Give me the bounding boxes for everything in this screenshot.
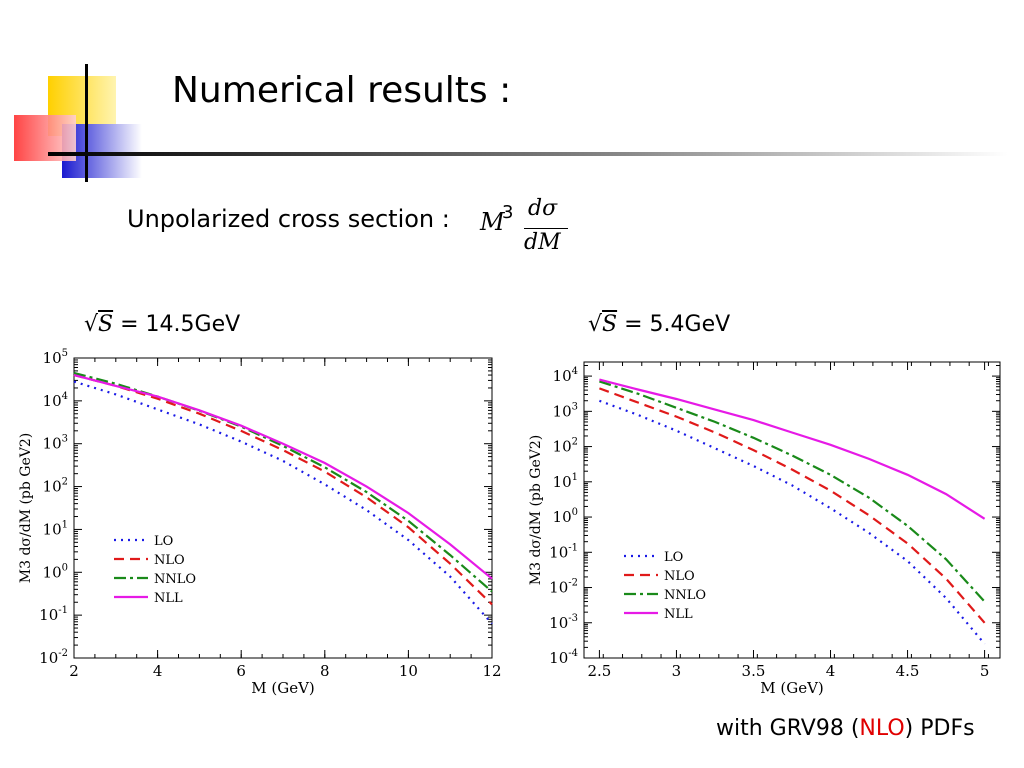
- sqrt-symbol: √: [588, 312, 603, 337]
- y-axis-label: M3 dσ/dM (pb GeV2): [18, 433, 34, 583]
- y-tick-label: 103: [553, 401, 578, 420]
- y-tick-label: 10-1: [39, 605, 68, 624]
- y-tick-label: 101: [553, 472, 578, 491]
- y-axis-label: M3 dσ/dM (pb GeV2): [528, 435, 544, 585]
- y-tick-label: 100: [43, 562, 68, 581]
- formula-power: 3: [502, 202, 514, 223]
- y-tick-exponent: 1: [62, 519, 68, 530]
- x-tick-label: 12: [482, 662, 501, 680]
- y-tick-exponent: -1: [568, 542, 578, 553]
- x-tick-label: 3: [672, 662, 682, 680]
- y-tick-exponent: -2: [568, 578, 578, 589]
- y-tick-label: 10-1: [549, 542, 578, 561]
- y-tick-exponent: 2: [62, 477, 68, 488]
- y-tick-label: 10-3: [549, 613, 578, 632]
- series-nll-line: [73, 374, 493, 580]
- formula-denominator: dM: [524, 230, 561, 255]
- y-tick-exponent: -2: [58, 648, 68, 659]
- formula-prefix: M: [480, 208, 505, 236]
- cross-section-formula: M 3 dσ dM: [480, 196, 580, 262]
- series-nnlo-line: [599, 380, 986, 603]
- energy-value: = 14.5GeV: [120, 312, 241, 337]
- formula-numerator: dσ: [528, 196, 558, 221]
- footer-note: with GRV98 (NLO) PDFs: [716, 716, 975, 741]
- plot-frame: [73, 357, 493, 659]
- y-tick-label: 105: [43, 348, 68, 367]
- x-tick-label: 8: [320, 662, 330, 680]
- y-tick-exponent: -3: [568, 613, 578, 624]
- x-tick-label: 2.5: [587, 662, 611, 680]
- y-tick-exponent: 0: [572, 507, 578, 518]
- y-tick-label: 10-4: [549, 648, 578, 667]
- legend-label-nnlo: NNLO: [154, 572, 196, 587]
- y-tick-label: 100: [553, 507, 578, 526]
- energy-value: = 5.4GeV: [624, 312, 731, 337]
- y-tick-label: 102: [553, 437, 578, 456]
- energy-label-left: √S = 14.5GeV: [84, 312, 240, 337]
- slide-ornament: [14, 64, 1008, 182]
- series-nll-line: [599, 378, 986, 520]
- y-tick-exponent: 4: [62, 391, 68, 402]
- x-tick-label: 5: [980, 662, 990, 680]
- y-tick-exponent: 0: [62, 562, 68, 573]
- x-tick-label: 4: [153, 662, 163, 680]
- y-tick-exponent: -4: [568, 648, 578, 659]
- y-tick-label: 104: [553, 366, 578, 385]
- energy-label-right: √S = 5.4GeV: [588, 312, 730, 337]
- y-tick-exponent: -1: [58, 605, 68, 616]
- y-tick-exponent: 2: [572, 437, 578, 448]
- x-axis-label: M (GeV): [760, 679, 824, 697]
- formula-fraction-bar: [524, 228, 568, 229]
- slide-subtitle: Unpolarized cross section :: [127, 205, 450, 233]
- y-tick-exponent: 4: [572, 366, 578, 377]
- footer-highlight: NLO: [859, 716, 905, 741]
- x-tick-label: 10: [399, 662, 418, 680]
- legend-label-lo: LO: [664, 550, 683, 565]
- y-tick-exponent: 1: [572, 472, 578, 483]
- legend-label-nlo: NLO: [154, 553, 185, 568]
- legend-label-nll: NLL: [664, 607, 693, 622]
- legend-label-nll: NLL: [154, 591, 183, 606]
- y-tick-label: 103: [43, 434, 68, 453]
- legend-label-nlo: NLO: [664, 569, 695, 584]
- y-tick-label: 10-2: [549, 578, 578, 597]
- y-tick-exponent: 5: [62, 348, 68, 359]
- slide-title: Numerical results :: [172, 70, 512, 111]
- plot-frame: [583, 361, 1001, 659]
- legend-label-nnlo: NNLO: [664, 588, 706, 603]
- x-axis-label: M (GeV): [251, 679, 315, 697]
- series-nlo-line: [599, 387, 986, 624]
- y-tick-label: 102: [43, 477, 68, 496]
- series-lo-line: [73, 380, 493, 625]
- vertical-rule: [85, 64, 88, 182]
- x-tick-label: 6: [236, 662, 246, 680]
- x-tick-label: 3.5: [742, 662, 766, 680]
- chart-5.4gev: 2.5 3 3.5 4 4.5 510-410-310-210-1100101102103…: [528, 361, 1001, 697]
- y-tick-label: 104: [43, 391, 68, 410]
- x-tick-label: 4: [826, 662, 836, 680]
- sqrt-variable: S: [98, 312, 114, 337]
- series-lo-line: [599, 399, 986, 645]
- series-nlo-line: [73, 374, 493, 606]
- sqrt-symbol: √: [84, 312, 99, 337]
- x-tick-label: 4.5: [896, 662, 920, 680]
- horizontal-rule: [48, 152, 1008, 156]
- y-tick-exponent: 3: [62, 434, 68, 445]
- legend-label-lo: LO: [154, 534, 173, 549]
- sqrt-variable: S: [602, 312, 618, 337]
- x-tick-label: 2: [69, 662, 79, 680]
- y-tick-label: 10-2: [39, 648, 68, 667]
- y-tick-label: 101: [43, 519, 68, 538]
- footer-pre: with GRV98 (: [716, 716, 860, 741]
- y-tick-exponent: 3: [572, 401, 578, 412]
- footer-post: ) PDFs: [904, 716, 975, 741]
